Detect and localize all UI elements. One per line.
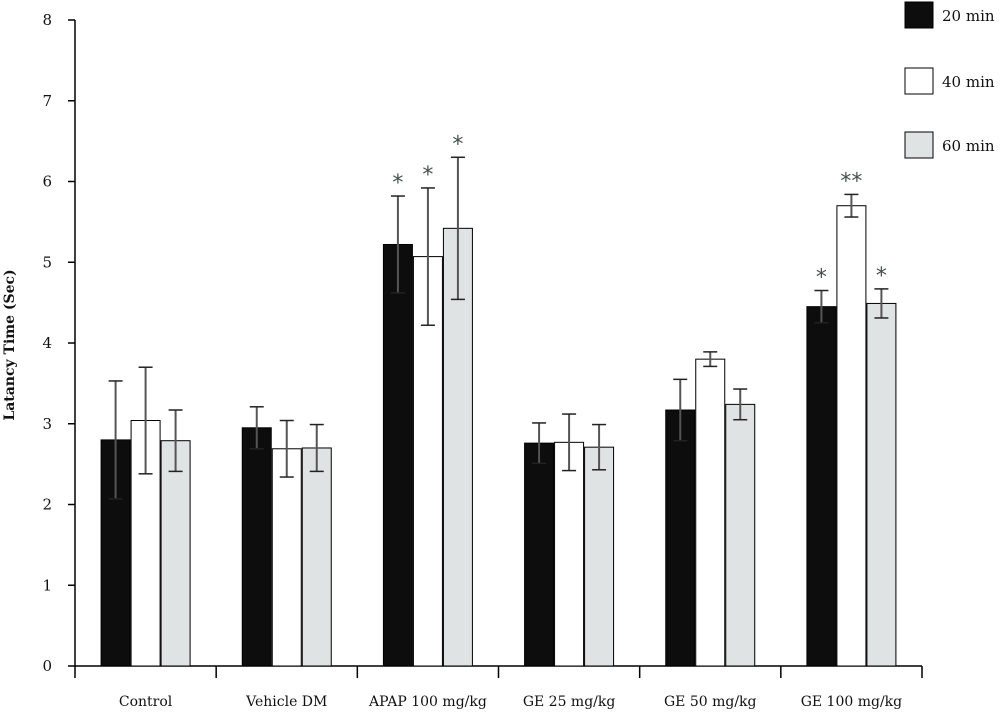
bar	[241, 427, 272, 667]
x-tick-label: GE 100 mg/kg	[801, 694, 902, 710]
error-bar	[733, 388, 748, 421]
bar	[836, 205, 867, 667]
significance-star: **	[840, 169, 862, 194]
error-bar	[138, 366, 153, 475]
significance-star: *	[422, 163, 433, 188]
error-bar	[390, 195, 405, 294]
legend-label: 20 min	[942, 7, 995, 25]
legend-swatch	[904, 67, 934, 95]
error-bar	[874, 288, 889, 319]
bar	[271, 448, 302, 667]
bar	[382, 243, 413, 667]
bars	[100, 205, 897, 667]
bar	[584, 446, 615, 667]
x-tick-label: Control	[119, 694, 173, 710]
x-axis: Control Vehicle DM APAP 100 mg/kg GE 25 mg/…	[74, 665, 923, 710]
x-tick-label: GE 25 mg/kg	[523, 694, 616, 710]
error-bar	[450, 156, 465, 301]
error-bar	[562, 413, 577, 472]
legend: 20 min 40 min 60 min	[904, 1, 995, 159]
error-bar	[249, 406, 264, 450]
bar	[554, 441, 585, 667]
error-bar	[703, 351, 718, 368]
y-tick-label: 4	[42, 334, 52, 352]
bar	[806, 306, 837, 667]
y-axis-label: Latancy Time (Sec)	[2, 269, 18, 420]
error-bar	[279, 419, 294, 478]
legend-label: 40 min	[942, 73, 995, 91]
y-tick-label: 5	[42, 253, 52, 271]
y-axis: 0 1 2 3 4 5 6 7 8	[42, 11, 76, 675]
legend-label: 60 min	[942, 137, 995, 155]
y-tick-label: 3	[42, 415, 52, 433]
error-bars	[108, 156, 889, 500]
significance-star: *	[392, 171, 403, 196]
legend-swatch	[904, 1, 934, 29]
legend-item: 20 min	[904, 1, 995, 29]
x-tick-label: Vehicle DM	[245, 694, 327, 710]
bar	[866, 302, 897, 667]
x-tick-label: APAP 100 mg/kg	[368, 694, 487, 710]
significance-star: *	[452, 132, 463, 157]
bar	[301, 447, 332, 667]
bar	[725, 403, 756, 667]
legend-item: 60 min	[904, 131, 995, 159]
significance-star: *	[816, 266, 827, 291]
bar	[524, 442, 555, 667]
significance-annotations: * ******	[392, 132, 887, 290]
error-bar	[168, 409, 183, 473]
y-tick-label: 2	[42, 496, 52, 514]
error-bar	[420, 187, 435, 326]
error-bar	[309, 423, 324, 473]
error-bar	[844, 193, 859, 218]
y-tick-label: 7	[42, 92, 52, 110]
y-tick-label: 0	[42, 657, 52, 675]
x-tick-label: GE 50 mg/kg	[664, 694, 757, 710]
legend-item: 40 min	[904, 67, 995, 95]
error-bar	[814, 289, 829, 324]
error-bar	[532, 422, 547, 465]
legend-swatch	[904, 131, 934, 159]
error-bar	[592, 423, 607, 471]
bar	[160, 440, 191, 667]
bar	[442, 227, 473, 667]
bar	[665, 409, 696, 667]
error-bar	[108, 380, 123, 500]
bar	[695, 358, 726, 667]
y-tick-label: 6	[42, 173, 52, 191]
y-tick-label: 1	[42, 576, 52, 594]
significance-star: *	[876, 264, 887, 289]
y-tick-label: 8	[42, 11, 52, 29]
error-bar	[673, 378, 688, 442]
